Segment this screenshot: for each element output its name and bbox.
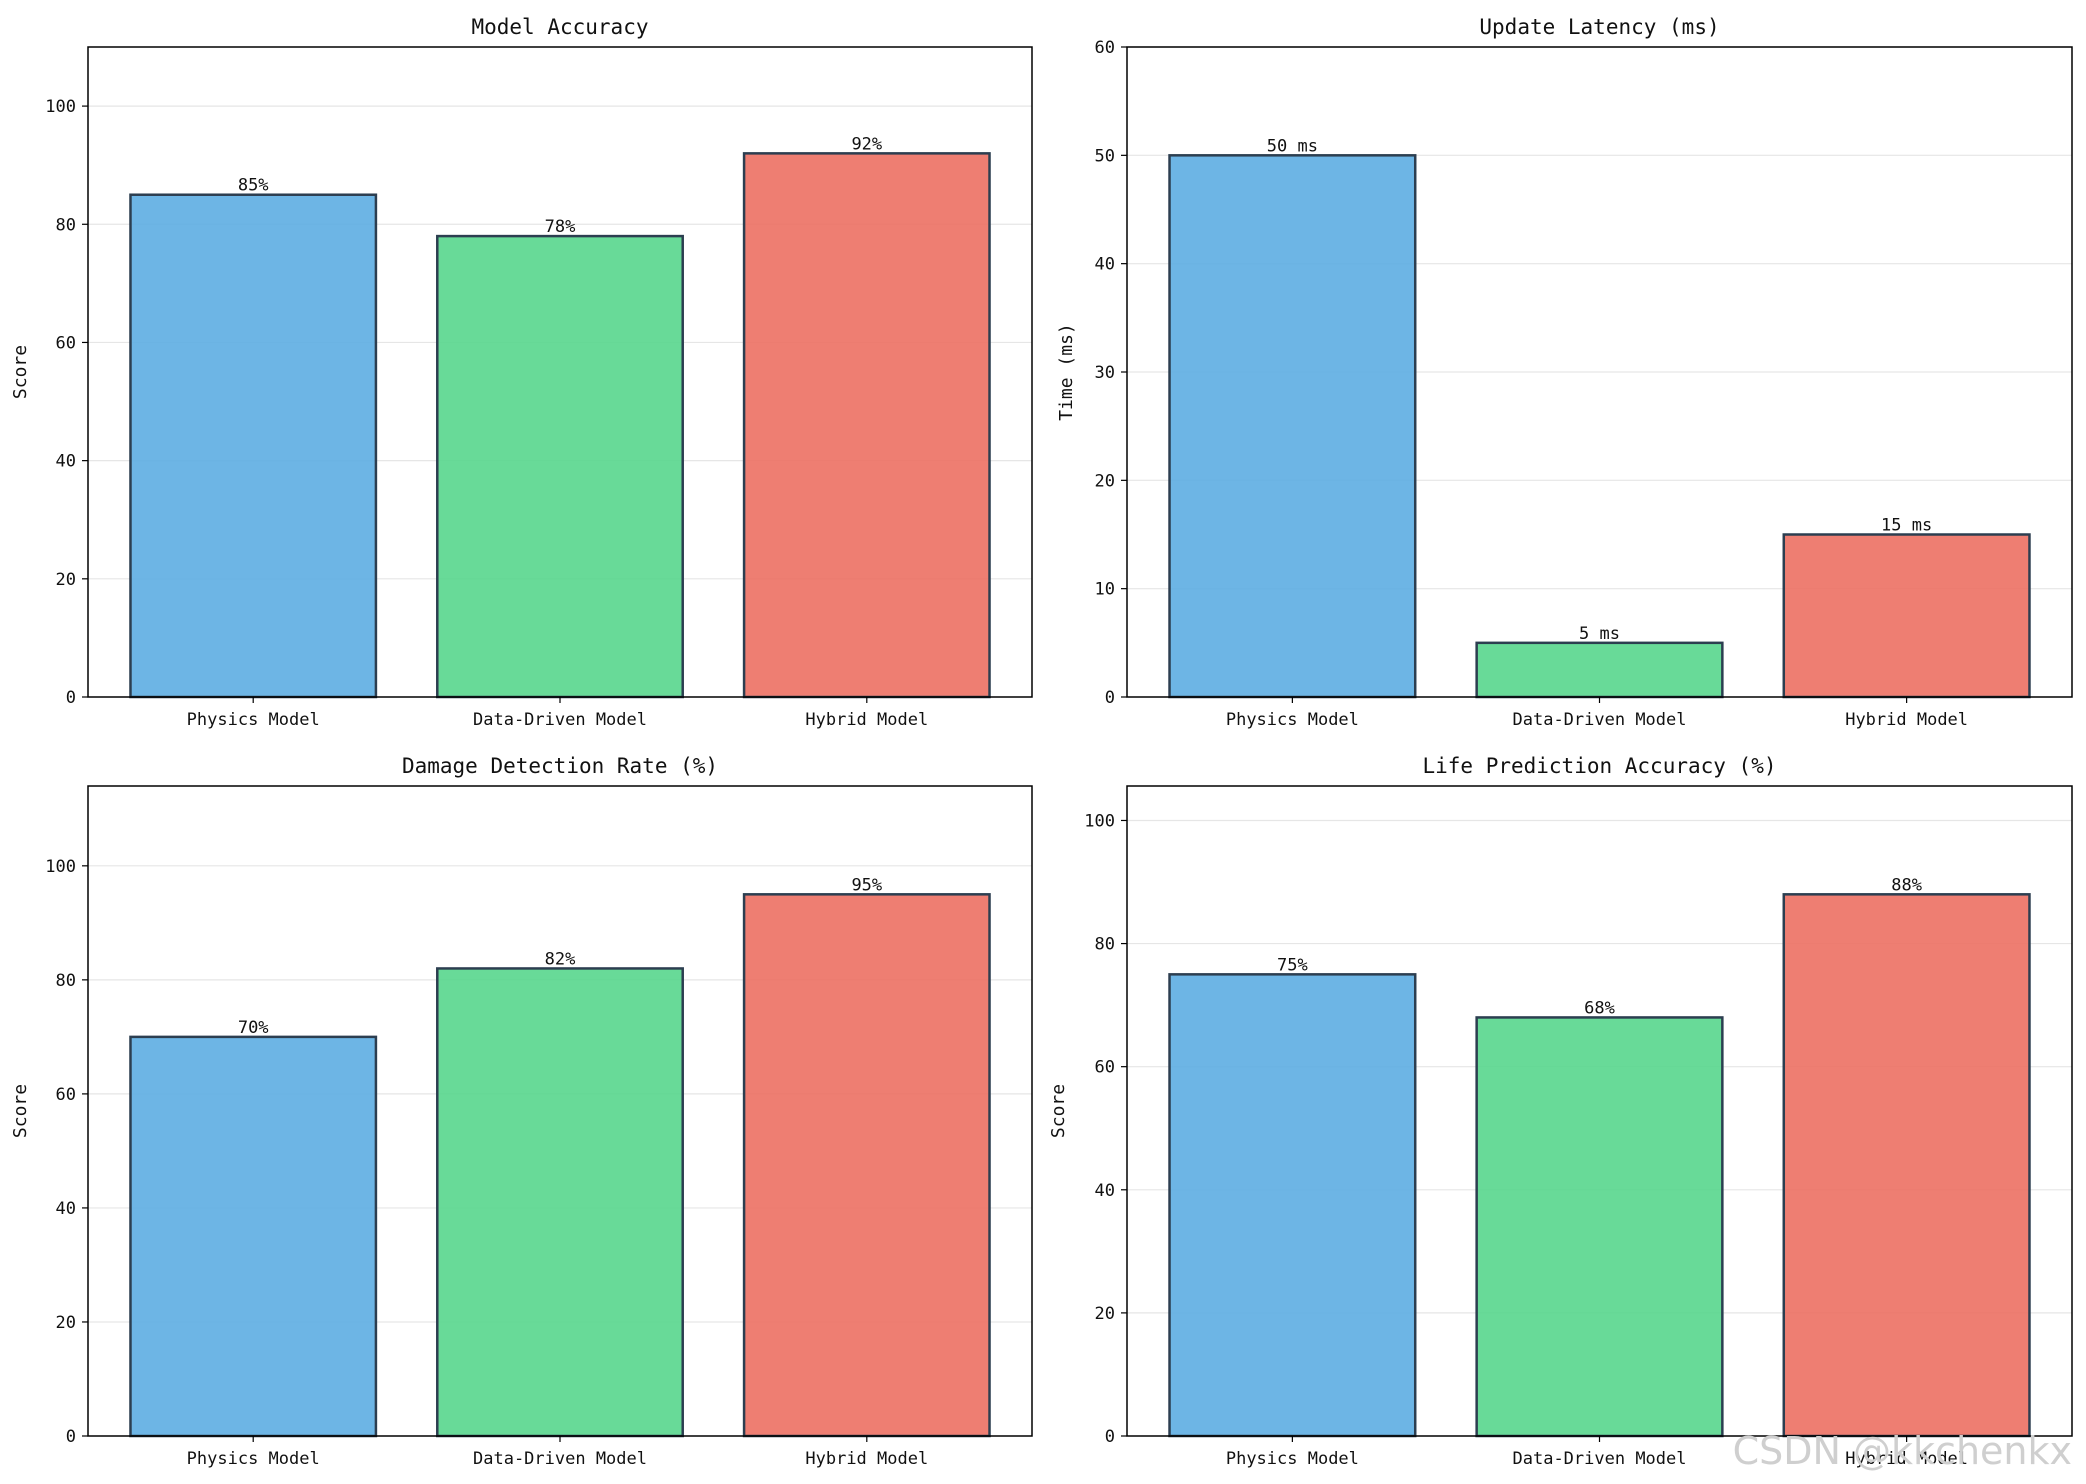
y-axis-label: Time (ms): [1056, 323, 1077, 421]
x-tick-label: Hybrid Model: [805, 710, 928, 730]
bar-3: [742, 893, 991, 1438]
bar-2: [436, 234, 684, 699]
bar-value-label: 70%: [238, 1018, 269, 1038]
chart-title: Update Latency (ms): [1479, 15, 1719, 39]
bar-2: [1475, 1016, 1724, 1438]
y-tick-label: 100: [45, 857, 76, 877]
y-tick-label: 40: [1095, 255, 1115, 275]
x-tick-label: Hybrid Model: [1845, 1449, 1968, 1469]
bar-3: [1782, 533, 2031, 699]
y-tick-label: 40: [56, 452, 76, 472]
y-tick-label: 40: [1095, 1181, 1115, 1201]
bar-value-label: 68%: [1584, 998, 1615, 1018]
y-tick-label: 100: [45, 97, 76, 117]
y-tick-label: 0: [1105, 688, 1115, 708]
y-tick-label: 60: [1095, 1058, 1115, 1078]
bar-value-label: 15 ms: [1881, 516, 1932, 536]
chart-title: Model Accuracy: [471, 15, 648, 39]
axes-frame: [87, 46, 1033, 698]
chart-title: Life Prediction Accuracy (%): [1422, 754, 1776, 778]
bar-1: [1168, 973, 1417, 1438]
y-tick-label: 80: [56, 215, 76, 235]
bar-2: [1475, 641, 1724, 699]
bar-1: [129, 193, 378, 699]
y-axis-label: Score: [1048, 1084, 1069, 1138]
y-tick-label: 20: [1095, 1304, 1115, 1324]
y-axis-label: Score: [10, 345, 31, 399]
y-tick-label: 80: [56, 971, 76, 991]
x-tick-label: Hybrid Model: [1845, 710, 1968, 730]
bar-value-label: 5 ms: [1579, 624, 1620, 644]
x-tick-label: Data-Driven Model: [1513, 1449, 1687, 1469]
y-tick-label: 100: [1084, 811, 1115, 831]
y-tick-label: 0: [66, 688, 76, 708]
bar-value-label: 92%: [851, 134, 882, 154]
bar-3: [742, 152, 991, 699]
y-tick-label: 0: [66, 1427, 76, 1447]
x-tick-label: Physics Model: [1226, 710, 1359, 730]
axes-frame: [1126, 785, 2073, 1437]
x-tick-label: Data-Driven Model: [473, 1449, 647, 1469]
bar-1: [1168, 154, 1417, 699]
axes-frame: [87, 785, 1033, 1437]
y-tick-label: 30: [1095, 363, 1115, 383]
bar-2: [436, 967, 684, 1438]
y-tick-label: 80: [1095, 935, 1115, 955]
bar-value-label: 50 ms: [1267, 136, 1318, 156]
x-tick-label: Data-Driven Model: [473, 710, 647, 730]
axes-frame: [1126, 46, 2073, 698]
chart-panel-4: 75% Physics Model 68% Data-Driven Model 88% H…: [1048, 754, 2073, 1469]
y-axis-label: Score: [10, 1084, 31, 1138]
y-tick-label: 40: [56, 1199, 76, 1219]
bar-value-label: 82%: [545, 949, 576, 969]
bar-value-label: 78%: [545, 217, 576, 237]
y-tick-label: 60: [56, 333, 76, 353]
watermark: CSDN @kkchenkx: [1733, 1429, 2072, 1473]
y-tick-label: 60: [56, 1085, 76, 1105]
bar-value-label: 95%: [851, 875, 882, 895]
chart-panel-3: 70% Physics Model 82% Data-Driven Model 95% H…: [10, 754, 1033, 1469]
x-tick-label: Physics Model: [187, 1449, 320, 1469]
y-tick-label: 20: [56, 570, 76, 590]
y-tick-label: 10: [1095, 580, 1115, 600]
chart-panel-2: 50 ms Physics Model 5 ms Data-Driven Model 1…: [1056, 15, 2073, 730]
y-tick-label: 60: [1095, 38, 1115, 58]
chart-title: Damage Detection Rate (%): [402, 754, 718, 778]
x-tick-label: Physics Model: [1226, 1449, 1359, 1469]
x-tick-label: Data-Driven Model: [1513, 710, 1687, 730]
y-tick-label: 20: [56, 1313, 76, 1333]
bar-1: [129, 1035, 378, 1438]
y-tick-label: 50: [1095, 146, 1115, 166]
bar-value-label: 88%: [1891, 875, 1922, 895]
x-tick-label: Physics Model: [187, 710, 320, 730]
x-tick-label: Hybrid Model: [805, 1449, 928, 1469]
chart-panel-1: 85% Physics Model 78% Data-Driven Model 92% H…: [10, 15, 1033, 730]
y-tick-label: 20: [1095, 471, 1115, 491]
bar-value-label: 85%: [238, 176, 269, 196]
bar-value-label: 75%: [1277, 955, 1308, 975]
y-tick-label: 0: [1105, 1427, 1115, 1447]
bar-3: [1782, 893, 2031, 1438]
